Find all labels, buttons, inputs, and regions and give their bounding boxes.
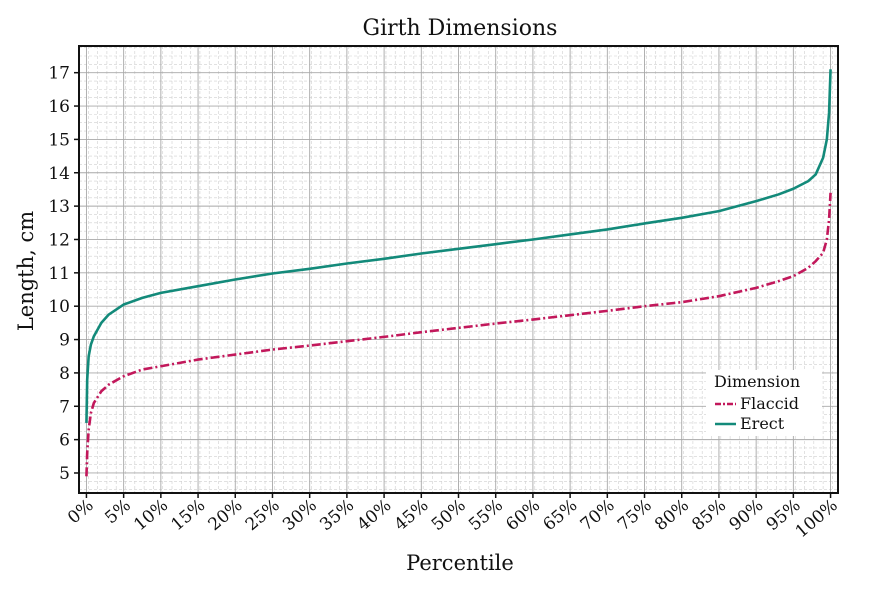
x-tick-label: 25% — [242, 496, 284, 536]
x-tick-label: 5% — [101, 496, 135, 529]
x-tick-label: 75% — [614, 496, 656, 536]
x-tick-label: 20% — [205, 496, 247, 536]
x-tick-label: 55% — [465, 496, 507, 536]
y-tick-label: 16 — [48, 97, 70, 117]
x-tick-label: 40% — [353, 496, 395, 536]
y-tick-label: 13 — [48, 197, 70, 217]
legend-label-flaccid: Flaccid — [740, 394, 799, 413]
y-axis-label: Length, cm — [14, 211, 38, 331]
y-tick-label: 17 — [48, 64, 70, 84]
x-tick-label: 10% — [130, 496, 172, 536]
x-tick-label: 100% — [792, 496, 842, 543]
y-tick-label: 5 — [59, 464, 70, 484]
legend: Dimension Flaccid Erect — [706, 370, 822, 436]
x-axis-label: Percentile — [406, 551, 514, 575]
y-tick-label: 11 — [48, 264, 70, 284]
y-tick-label: 8 — [59, 364, 70, 384]
series-line-erect — [85, 69, 832, 423]
x-tick-label: 50% — [428, 496, 470, 536]
x-tick-label: 0% — [64, 496, 98, 529]
x-tick-label: 45% — [391, 496, 433, 536]
x-tick-label: 65% — [540, 496, 582, 536]
y-tick-label: 10 — [48, 297, 70, 317]
y-tick-label: 7 — [59, 397, 70, 417]
series-line-flaccid — [85, 192, 832, 477]
y-axis-ticks: 5 6 7 8 9 10 11 12 13 14 15 16 17 — [48, 64, 79, 484]
chart-title: Girth Dimensions — [363, 16, 558, 41]
x-tick-label: 15% — [167, 496, 209, 536]
x-axis-ticks: 0% 5%10%15%20%25%30%35%40%45%50%55%60%65%… — [64, 493, 842, 542]
x-tick-label: 85% — [688, 496, 730, 536]
legend-title: Dimension — [714, 372, 800, 391]
x-tick-label: 80% — [651, 496, 693, 536]
y-tick-label: 14 — [48, 164, 70, 184]
x-tick-label: 60% — [502, 496, 544, 536]
y-tick-label: 9 — [59, 331, 70, 351]
x-tick-label: 30% — [279, 496, 321, 536]
series-lines — [85, 69, 832, 477]
y-tick-label: 6 — [59, 431, 70, 451]
x-tick-label: 90% — [726, 496, 768, 536]
x-tick-label: 70% — [577, 496, 619, 536]
x-tick-label: 35% — [316, 496, 358, 536]
y-tick-label: 15 — [48, 130, 70, 150]
y-tick-label: 12 — [48, 230, 70, 250]
legend-label-erect: Erect — [740, 414, 785, 433]
